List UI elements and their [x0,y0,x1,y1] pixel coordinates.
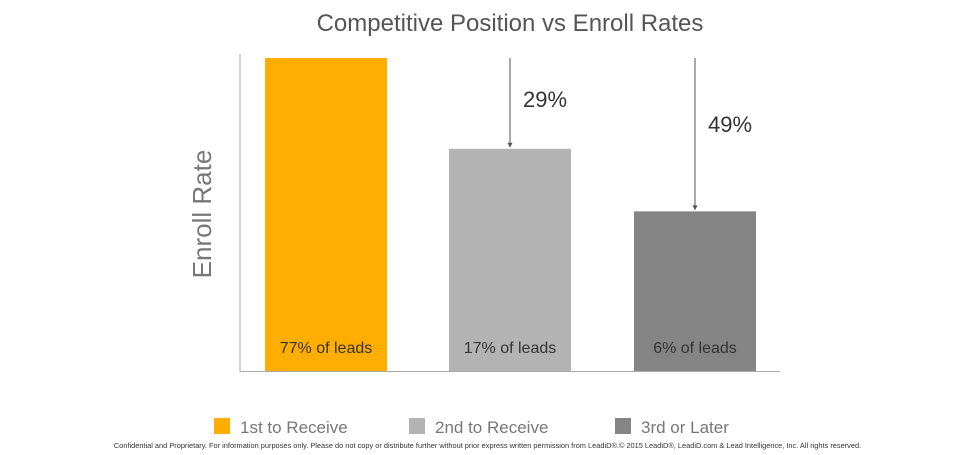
drop-arrowhead-1 [507,142,513,148]
drop-annotations: 29% 49% [507,58,752,211]
y-axis-label: Enroll Rate [187,150,217,279]
legend-label-3: 3rd or Later [641,418,729,437]
legend-swatch-3 [615,418,631,434]
legend: 1st to Receive 2nd to Receive 3rd or Later [214,418,729,437]
legend-label-1: 1st to Receive [240,418,348,437]
bar-1 [265,58,387,371]
bars: 77% of leads 17% of leads 6% of leads [265,58,756,371]
footer-disclaimer: Confidential and Proprietary. For inform… [113,441,862,450]
legend-swatch-1 [214,418,230,434]
bar-3 [634,211,756,371]
chart-title: Competitive Position vs Enroll Rates [317,10,704,37]
bar-2 [449,148,571,371]
bar-label-2: 17% of leads [464,340,557,357]
bar-label-1: 77% of leads [280,340,373,357]
legend-swatch-2 [409,418,425,434]
bar-label-3: 6% of leads [653,340,737,357]
legend-label-2: 2nd to Receive [435,418,548,437]
drop-label-1: 29% [523,87,567,112]
drop-arrowhead-2 [692,205,698,211]
drop-label-2: 49% [708,112,752,137]
